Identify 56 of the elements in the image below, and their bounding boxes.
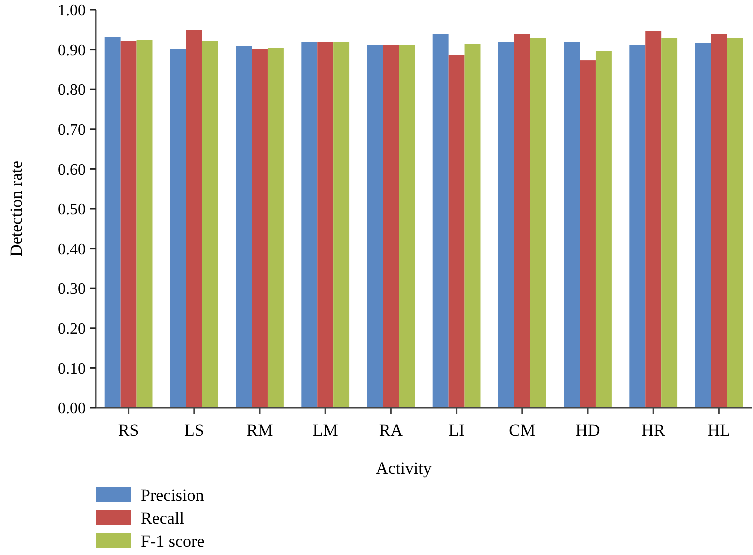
- bar: [662, 38, 678, 408]
- y-tick-label: 0.30: [58, 281, 86, 298]
- x-tick-label: LI: [448, 421, 466, 440]
- bar: [268, 48, 284, 408]
- bar: [383, 45, 400, 408]
- y-tick-label: 0.10: [58, 360, 86, 378]
- x-axis-title: Activity: [376, 459, 432, 478]
- bar: [448, 55, 465, 408]
- x-tick-label: LS: [184, 421, 204, 440]
- bar: [186, 30, 202, 408]
- y-tick-label: 0.90: [58, 42, 86, 60]
- bar: [596, 51, 612, 408]
- y-tick-label: 0.20: [58, 321, 86, 338]
- legend-label: F-1 score: [141, 532, 205, 551]
- bar: [498, 42, 514, 408]
- x-tick-label: RA: [379, 421, 404, 440]
- x-tick-label: RS: [118, 421, 140, 440]
- y-tick-label: 0.00: [58, 400, 86, 418]
- x-tick-label: HL: [708, 421, 731, 440]
- x-tick-label: RM: [246, 421, 274, 440]
- bar: [432, 34, 449, 408]
- bar: [120, 41, 137, 408]
- y-tick-label: 0.60: [58, 162, 86, 179]
- bar: [302, 42, 318, 408]
- bar: [136, 40, 153, 408]
- bar: [104, 37, 121, 408]
- bar: [170, 49, 186, 408]
- bar: [236, 46, 252, 408]
- legend-label: Recall: [141, 508, 185, 528]
- x-tick-label: CM: [509, 421, 536, 440]
- x-tick-label: LM: [312, 421, 338, 440]
- x-tick-label: HR: [642, 421, 666, 440]
- y-tick-label: 0.40: [58, 241, 86, 258]
- y-tick-label: 0.50: [58, 202, 86, 219]
- bar: [630, 45, 646, 408]
- bar: [367, 45, 384, 408]
- bar: [711, 34, 728, 408]
- bar: [464, 44, 481, 408]
- y-tick-label: 0.80: [58, 82, 86, 100]
- bar: [334, 42, 350, 408]
- y-tick-label: 0.70: [58, 122, 86, 139]
- bar: [530, 38, 546, 408]
- bar: [318, 42, 334, 408]
- bar: [399, 45, 416, 408]
- bar: [202, 41, 218, 408]
- y-tick-label: 1.00: [58, 2, 86, 20]
- bar: [695, 43, 712, 408]
- x-tick-label: HD: [576, 421, 600, 440]
- bar: [727, 38, 744, 408]
- bar: [564, 42, 580, 408]
- y-axis-title: Detection rate: [7, 161, 26, 257]
- legend-label: Precision: [141, 486, 205, 505]
- bar: [252, 49, 268, 408]
- bar: [580, 60, 596, 408]
- bar: [514, 34, 530, 408]
- bar: [646, 31, 662, 408]
